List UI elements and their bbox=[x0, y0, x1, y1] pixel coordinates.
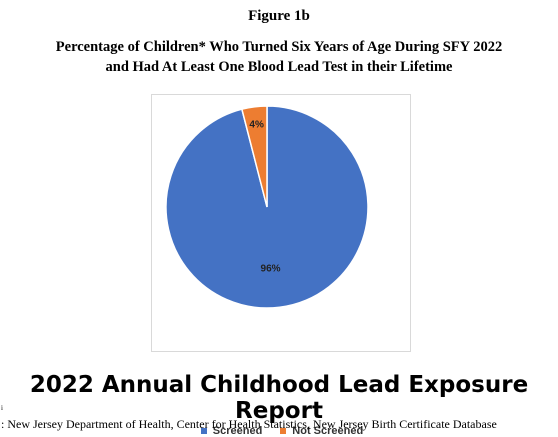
chart-title: Percentage of Children* Who Turned Six Y… bbox=[0, 37, 558, 77]
footnote-mark: i bbox=[1, 404, 3, 412]
legend-swatch-not-screened bbox=[280, 428, 287, 434]
report-title: 2022 Annual Childhood Lead Exposure Repo… bbox=[29, 372, 529, 424]
legend-swatch-screened bbox=[200, 428, 207, 434]
data-label-screened: 96% bbox=[261, 264, 281, 275]
chart-frame: 96% 4% Screened Not Screened bbox=[151, 94, 411, 437]
data-label-not-screened: 4% bbox=[249, 119, 264, 130]
chart-title-line-2: and Had At Least One Blood Lead Test in … bbox=[105, 59, 453, 75]
pie-slice-not-screened bbox=[240, 105, 268, 208]
source-note: : New Jersey Department of Health, Cente… bbox=[1, 417, 497, 431]
pie-chart: 96% 4% bbox=[165, 105, 369, 309]
figure-label: Figure 1b bbox=[248, 8, 310, 24]
chart-title-line-1: Percentage of Children* Who Turned Six Y… bbox=[55, 39, 503, 55]
